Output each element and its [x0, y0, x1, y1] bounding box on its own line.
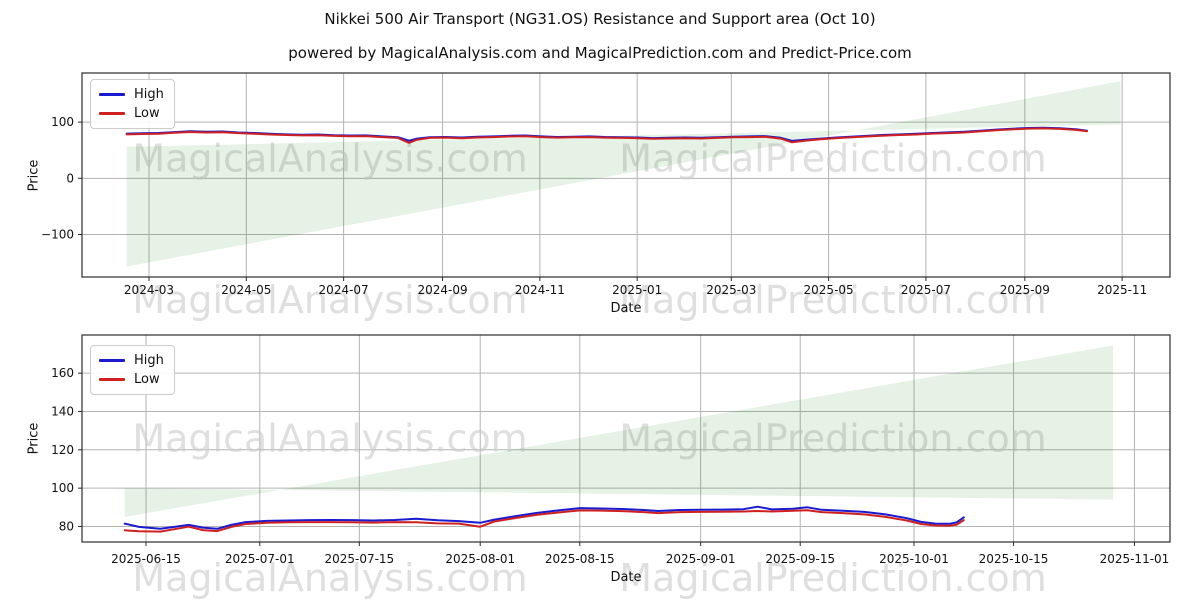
x-tick-label: 2025-07: [901, 283, 951, 297]
legend-low-label: Low: [134, 106, 160, 121]
y-tick-label: −100: [41, 228, 74, 242]
x-tick-label: 2025-08-01: [445, 552, 515, 566]
watermark-text: MagicalPrediction.com: [619, 417, 1047, 461]
x-tick-label: 2025-11-01: [1100, 552, 1170, 566]
bottom-chart: MagicalAnalysis.com MagicalPrediction.com…: [51, 334, 1171, 600]
low-line-swatch-icon: [99, 112, 125, 115]
x-tick-label: 2025-09: [1000, 283, 1050, 297]
legend-item-low: Low: [99, 370, 164, 389]
bottom-chart-legend: High Low: [90, 345, 175, 395]
y-tick-label: 120: [51, 443, 74, 457]
figure-subtitle: powered by MagicalAnalysis.com and Magic…: [288, 44, 912, 62]
legend-item-low: Low: [99, 104, 164, 123]
y-tick-label: 100: [51, 481, 74, 495]
y-tick-label: 140: [51, 404, 74, 418]
legend-low-label: Low: [134, 372, 160, 387]
top-chart-xlabel: Date: [610, 301, 642, 316]
y-tick-label: 0: [66, 171, 74, 185]
watermark-text: MagicalPrediction.com: [619, 137, 1047, 181]
top-chart-ylabel: Price: [26, 159, 42, 192]
legend-item-high: High: [99, 85, 164, 104]
bottom-chart-frame: [81, 334, 1171, 543]
top-chart-legend: High Low: [90, 79, 175, 129]
x-tick-label: 2024-05: [221, 283, 271, 297]
bottom-chart-watermarks: MagicalAnalysis.com MagicalPrediction.com…: [132, 417, 1046, 600]
legend-high-label: High: [134, 353, 164, 368]
x-tick-label: 2025-03: [706, 283, 756, 297]
x-tick-label: 2025-09-15: [765, 552, 835, 566]
x-tick-label: 2025-08-15: [545, 552, 615, 566]
bottom-chart-high-line: [123, 505, 965, 530]
x-tick-label: 2025-09-01: [666, 552, 736, 566]
top-chart-low-line: [125, 127, 1088, 144]
x-tick-label: 2024-07: [319, 283, 369, 297]
watermark-text: MagicalPrediction.com: [619, 278, 1047, 322]
x-tick-label: 2025-06-15: [111, 552, 181, 566]
y-tick-label: 160: [51, 366, 74, 380]
y-tick-label: 80: [59, 519, 74, 533]
legend-high-label: High: [134, 87, 164, 102]
legend-item-high: High: [99, 351, 164, 370]
x-tick-label: 2025-11: [1097, 283, 1147, 297]
top-chart-ticks: [78, 121, 1123, 281]
top-chart: MagicalAnalysis.com MagicalPrediction.com…: [41, 72, 1171, 322]
top-chart-tick-labels: 100 0 −100 2024-03 2024-05 2024-07 2024-09 2024…: [41, 115, 1147, 297]
bottom-chart-support-resistance-area: [124, 345, 1114, 517]
x-tick-label: 2025-05: [804, 283, 854, 297]
x-tick-label: 2025-07-01: [225, 552, 295, 566]
x-tick-label: 2024-09: [417, 283, 467, 297]
x-tick-label: 2025-10-15: [979, 552, 1049, 566]
top-chart-frame: [81, 72, 1171, 278]
watermark-text: MagicalAnalysis.com: [132, 556, 527, 600]
low-line-swatch-icon: [99, 378, 125, 381]
watermark-text: MagicalAnalysis.com: [132, 278, 527, 322]
top-chart-support-resistance-area: [126, 81, 1121, 267]
high-line-swatch-icon: [99, 359, 125, 362]
x-tick-label: 2024-03: [124, 283, 174, 297]
y-tick-label: 100: [51, 115, 74, 129]
figure-title: Nikkei 500 Air Transport (NG31.OS) Resis…: [324, 10, 876, 28]
x-tick-label: 2024-11: [515, 283, 565, 297]
watermark-text: MagicalAnalysis.com: [132, 417, 527, 461]
top-chart-watermarks: MagicalAnalysis.com MagicalPrediction.com…: [132, 137, 1046, 322]
x-tick-label: 2025-07-15: [324, 552, 394, 566]
x-tick-label: 2025-01: [612, 283, 662, 297]
bottom-chart-ylabel: Price: [26, 422, 42, 455]
bottom-chart-ticks: [78, 372, 1135, 546]
top-chart-grid: [82, 73, 1170, 277]
x-tick-label: 2025-10-01: [879, 552, 949, 566]
bottom-chart-xlabel: Date: [610, 570, 642, 585]
watermark-text: MagicalAnalysis.com: [132, 137, 527, 181]
high-line-swatch-icon: [99, 93, 125, 96]
bottom-chart-tick-labels: 160 140 120 100 80 2025-06-15 2025-07-01 2025-0…: [51, 366, 1169, 566]
bottom-chart-low-line: [123, 509, 965, 533]
watermark-text: MagicalPrediction.com: [619, 556, 1047, 600]
